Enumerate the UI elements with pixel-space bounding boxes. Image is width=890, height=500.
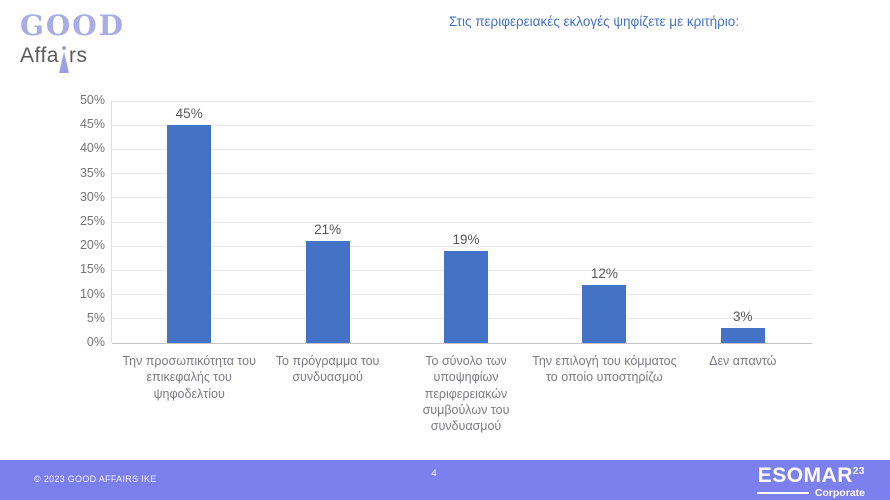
esomar-subtitle: Corporate bbox=[814, 487, 865, 500]
bar bbox=[305, 241, 350, 343]
category-label: Την προσωπικότητα του επικεφαλής του ψηφ… bbox=[122, 354, 256, 401]
category-label: Δεν απαντώ bbox=[709, 354, 777, 368]
esomar-subtitle-row: Corporate bbox=[756, 487, 865, 500]
lighthouse-icon bbox=[58, 45, 69, 75]
footer-bar: © 2023 GOOD AFFAIRS IKE 4 ESOMAR23 Corpo… bbox=[0, 460, 890, 500]
copyright-text: © 2023 GOOD AFFAIRS IKE bbox=[34, 474, 157, 484]
y-tick-label: 50% bbox=[79, 93, 105, 107]
gridline bbox=[112, 148, 812, 150]
y-tick-label: 10% bbox=[79, 286, 105, 301]
y-tick-label: 40% bbox=[79, 141, 105, 156]
chart: 0% 5% 10% 15% 20% 25% 30% 35% 40% 45% 50% 45% Την πρ… bbox=[79, 93, 812, 433]
logo-line2-suffix: rs bbox=[68, 44, 88, 67]
y-tick-label: 35% bbox=[79, 165, 105, 180]
esomar-rule bbox=[756, 492, 809, 495]
gridline bbox=[112, 221, 812, 223]
esomar-logo: ESOMAR23 Corporate bbox=[756, 464, 865, 500]
category-label: Την επιλογή του κόμματος το οποίο υποστη… bbox=[532, 354, 677, 385]
bar-value-label: 3% bbox=[733, 309, 753, 325]
page-number: 4 bbox=[431, 468, 437, 479]
y-tick-label: 0% bbox=[86, 335, 105, 349]
bar-value-label: 21% bbox=[314, 222, 342, 238]
bar-value-label: 12% bbox=[590, 265, 618, 281]
category-label: Το σύνολο των υποψηφίων περιφερειακών συ… bbox=[422, 354, 510, 433]
bar bbox=[720, 328, 765, 343]
y-tick-label: 15% bbox=[79, 262, 105, 277]
gridline bbox=[112, 245, 812, 247]
y-tick-label: 45% bbox=[79, 117, 105, 132]
gridline bbox=[112, 197, 812, 199]
y-axis-line bbox=[111, 101, 112, 343]
gridline bbox=[112, 124, 812, 126]
bar bbox=[444, 251, 488, 343]
gridline bbox=[112, 100, 812, 102]
gridline bbox=[112, 173, 812, 175]
y-tick-label: 5% bbox=[86, 310, 105, 325]
y-tick-label: 30% bbox=[79, 189, 105, 204]
esomar-name: ESOMAR23 bbox=[757, 464, 865, 487]
y-tick-label: 25% bbox=[79, 214, 105, 228]
logo-line2: Affa rs bbox=[20, 45, 125, 75]
category-label: Το πρόγραμμα του συνδυασμού bbox=[275, 354, 380, 385]
bar-value-label: 45% bbox=[175, 106, 203, 122]
bar bbox=[582, 284, 627, 343]
good-affairs-logo: GOOD Affa rs bbox=[20, 12, 125, 75]
logo-line2-prefix: Affa bbox=[20, 44, 59, 67]
y-tick-label: 20% bbox=[79, 238, 105, 253]
bar bbox=[167, 125, 212, 343]
esomar-year: 23 bbox=[852, 466, 865, 477]
logo-line1: GOOD bbox=[20, 9, 125, 42]
chart-title: Στις περιφερειακές εκλογές ψηφίζετε με κ… bbox=[448, 14, 740, 29]
x-axis-line bbox=[112, 342, 812, 344]
bar-value-label: 19% bbox=[452, 232, 480, 248]
